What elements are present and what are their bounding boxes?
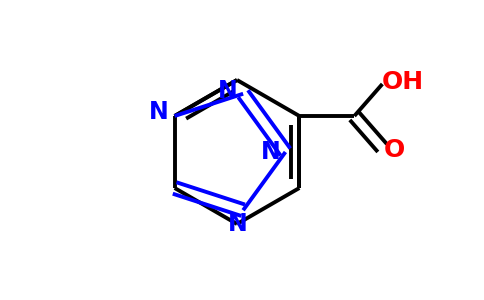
- Text: N: N: [218, 79, 238, 103]
- Text: N: N: [149, 100, 168, 124]
- Text: OH: OH: [381, 70, 424, 94]
- Text: O: O: [384, 138, 405, 162]
- Text: N: N: [260, 140, 280, 164]
- Text: N: N: [228, 212, 248, 236]
